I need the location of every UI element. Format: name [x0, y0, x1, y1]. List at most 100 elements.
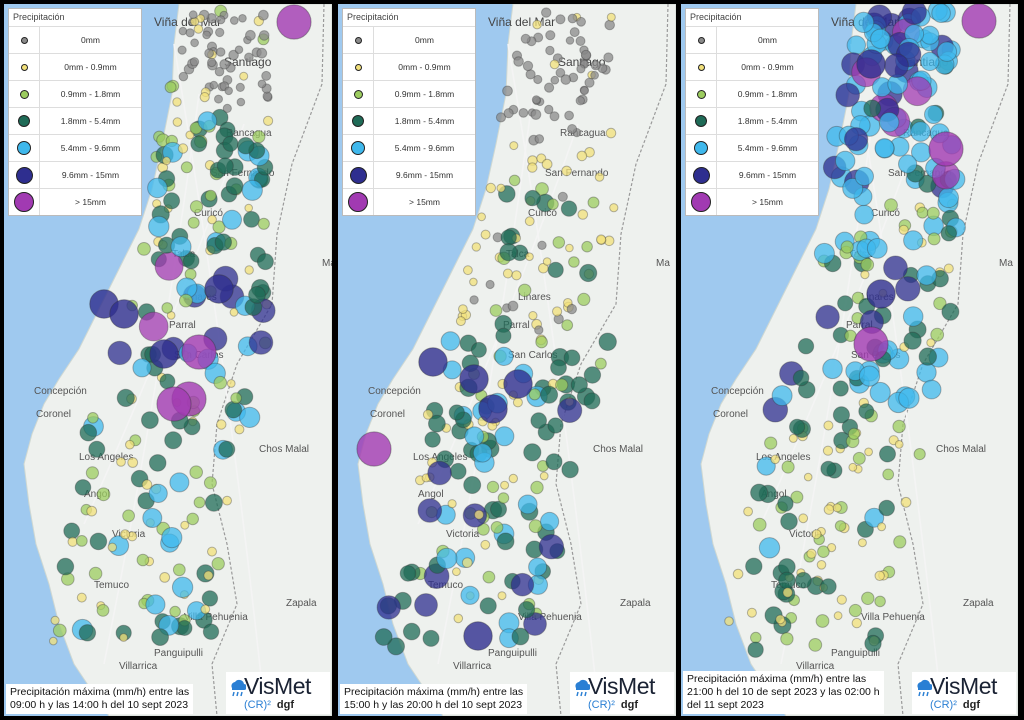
- station-marker[interactable]: [162, 156, 171, 166]
- station-marker[interactable]: [125, 439, 135, 450]
- station-marker[interactable]: [752, 517, 767, 532]
- station-marker[interactable]: [216, 419, 227, 430]
- station-marker[interactable]: [882, 468, 895, 481]
- station-marker[interactable]: [820, 578, 837, 595]
- station-marker[interactable]: [732, 568, 744, 580]
- station-marker[interactable]: [813, 242, 835, 264]
- station-marker[interactable]: [758, 537, 781, 559]
- station-marker[interactable]: [147, 177, 168, 199]
- station-marker[interactable]: [750, 483, 769, 502]
- station-marker[interactable]: [422, 629, 440, 647]
- station-marker[interactable]: [414, 593, 438, 617]
- station-marker[interactable]: [239, 406, 261, 428]
- station-marker[interactable]: [921, 379, 942, 400]
- station-marker[interactable]: [462, 265, 473, 276]
- station-marker[interactable]: [464, 426, 485, 447]
- station-marker[interactable]: [471, 242, 482, 252]
- station-marker[interactable]: [541, 7, 552, 18]
- station-marker[interactable]: [229, 307, 239, 317]
- station-marker[interactable]: [848, 462, 858, 472]
- station-marker[interactable]: [159, 572, 171, 583]
- station-marker[interactable]: [197, 111, 218, 131]
- station-marker[interactable]: [252, 130, 266, 144]
- station-marker[interactable]: [225, 177, 244, 196]
- station-marker[interactable]: [771, 385, 793, 407]
- station-marker[interactable]: [910, 121, 931, 142]
- station-marker[interactable]: [609, 203, 619, 213]
- station-marker[interactable]: [216, 157, 234, 175]
- station-marker[interactable]: [199, 92, 210, 103]
- station-marker[interactable]: [883, 255, 908, 281]
- station-marker[interactable]: [52, 623, 67, 638]
- station-marker[interactable]: [863, 99, 882, 118]
- station-marker[interactable]: [541, 158, 553, 170]
- station-marker[interactable]: [770, 454, 780, 465]
- station-marker[interactable]: [803, 472, 813, 482]
- station-marker[interactable]: [169, 472, 190, 493]
- station-marker[interactable]: [497, 492, 510, 504]
- station-marker[interactable]: [894, 440, 904, 449]
- station-marker[interactable]: [520, 33, 531, 44]
- station-marker[interactable]: [555, 67, 566, 78]
- station-marker[interactable]: [511, 627, 530, 646]
- station-marker[interactable]: [161, 302, 173, 314]
- station-marker[interactable]: [50, 615, 60, 626]
- station-marker[interactable]: [577, 292, 591, 306]
- station-marker[interactable]: [544, 82, 555, 93]
- station-marker[interactable]: [204, 274, 234, 304]
- station-marker[interactable]: [212, 220, 226, 234]
- station-marker[interactable]: [497, 591, 507, 601]
- station-marker[interactable]: [494, 346, 514, 366]
- station-marker[interactable]: [542, 257, 552, 266]
- station-marker[interactable]: [561, 460, 579, 479]
- station-marker[interactable]: [874, 595, 886, 608]
- station-marker[interactable]: [229, 16, 239, 25]
- station-marker[interactable]: [215, 47, 226, 57]
- station-marker[interactable]: [452, 567, 461, 577]
- station-marker[interactable]: [436, 547, 458, 570]
- station-marker[interactable]: [76, 592, 87, 603]
- station-marker[interactable]: [495, 327, 512, 344]
- station-marker[interactable]: [835, 82, 860, 108]
- station-marker[interactable]: [489, 304, 503, 317]
- station-marker[interactable]: [469, 295, 479, 305]
- station-marker[interactable]: [116, 457, 126, 467]
- station-marker[interactable]: [534, 325, 544, 335]
- station-marker[interactable]: [215, 27, 225, 38]
- station-marker[interactable]: [874, 570, 885, 581]
- station-marker[interactable]: [245, 29, 256, 41]
- station-marker[interactable]: [756, 456, 776, 476]
- station-marker[interactable]: [485, 279, 495, 290]
- station-marker[interactable]: [399, 565, 417, 582]
- station-marker[interactable]: [509, 141, 519, 151]
- station-marker[interactable]: [204, 189, 217, 202]
- station-marker[interactable]: [832, 380, 849, 397]
- station-marker[interactable]: [376, 595, 401, 620]
- station-marker[interactable]: [547, 198, 559, 211]
- station-marker[interactable]: [798, 513, 809, 524]
- station-marker[interactable]: [840, 240, 854, 254]
- station-marker[interactable]: [858, 365, 881, 387]
- station-marker[interactable]: [222, 209, 242, 230]
- station-marker[interactable]: [224, 400, 243, 419]
- station-marker[interactable]: [78, 624, 97, 642]
- station-marker[interactable]: [75, 535, 88, 547]
- station-marker[interactable]: [606, 12, 616, 22]
- station-marker[interactable]: [540, 511, 560, 532]
- station-marker[interactable]: [88, 566, 103, 581]
- station-marker[interactable]: [204, 493, 223, 512]
- station-marker[interactable]: [512, 397, 523, 408]
- station-marker[interactable]: [852, 451, 866, 465]
- station-marker[interactable]: [222, 135, 239, 152]
- station-marker[interactable]: [200, 604, 211, 615]
- station-marker[interactable]: [815, 614, 830, 628]
- station-marker[interactable]: [795, 571, 812, 589]
- station-marker[interactable]: [580, 86, 589, 96]
- station-marker[interactable]: [853, 11, 875, 33]
- station-marker[interactable]: [869, 381, 891, 404]
- station-marker[interactable]: [87, 412, 99, 424]
- station-marker[interactable]: [258, 30, 270, 41]
- station-marker[interactable]: [900, 496, 912, 508]
- station-marker[interactable]: [528, 557, 548, 577]
- station-marker[interactable]: [502, 85, 513, 97]
